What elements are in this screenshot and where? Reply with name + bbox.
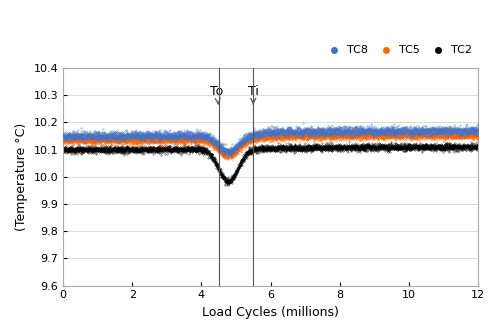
TC5	[60, 139, 66, 143]
TC5	[330, 136, 336, 140]
TC5	[136, 135, 141, 139]
TC8	[218, 142, 224, 146]
Text: Ti: Ti	[248, 85, 258, 104]
TC5	[402, 131, 407, 135]
TC5	[309, 130, 315, 134]
Y-axis label: (Temperature °C): (Temperature °C)	[15, 123, 28, 231]
TC2	[388, 140, 394, 144]
TC2	[218, 172, 224, 176]
Line: TC5: TC5	[63, 129, 478, 160]
TC5	[330, 127, 336, 131]
TC5	[218, 154, 224, 158]
Legend: TC8, TC5, TC2: TC8, TC5, TC2	[318, 41, 476, 60]
TC2	[330, 147, 336, 151]
TC2	[402, 146, 407, 150]
TC8	[370, 133, 376, 137]
TC2	[309, 148, 315, 152]
TC2	[224, 183, 230, 187]
TC5	[224, 157, 230, 161]
TC2	[475, 145, 481, 149]
TC8	[136, 133, 141, 137]
TC8	[402, 125, 407, 129]
TC8	[309, 134, 315, 138]
TC8	[224, 156, 230, 160]
X-axis label: Load Cycles (millions): Load Cycles (millions)	[202, 306, 339, 319]
TC8	[60, 133, 66, 137]
Text: To: To	[210, 85, 224, 104]
Line: TC2: TC2	[63, 142, 478, 186]
TC8	[300, 121, 306, 125]
TC8	[475, 131, 481, 135]
TC2	[60, 149, 66, 153]
TC5	[475, 132, 481, 136]
Line: TC8: TC8	[63, 123, 478, 158]
TC2	[370, 145, 376, 149]
TC2	[136, 148, 141, 152]
TC8	[330, 127, 336, 131]
TC5	[370, 133, 376, 137]
